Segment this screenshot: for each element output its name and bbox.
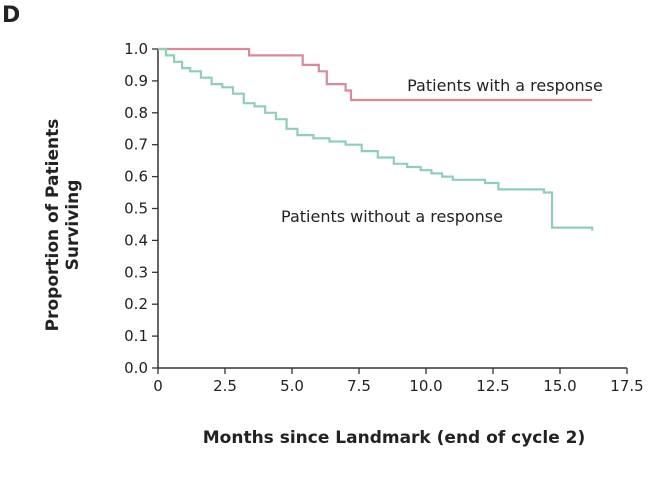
y-tick-label: 0.1 [124,327,148,345]
y-tick-label: 0.6 [124,168,148,186]
y-tick-label: 0.0 [124,359,148,377]
series-line [158,47,593,102]
panel-label: D [2,3,20,28]
x-ticks: 0 2.5 5.0 7.5 10.0 12.5 15.0 17.5 [153,368,644,395]
y-ticks: 0.0 0.1 0.2 0.3 0.4 0.5 0.6 0.7 0.8 0.9 1.0 [124,40,158,377]
x-axis-label: Months since Landmark (end of cycle 2) [203,428,586,448]
series-label: Patients without a response [281,207,503,226]
y-axis-label-line-1: Proportion of Patients [43,119,63,332]
x-tick-label: 7.5 [347,377,371,395]
y-tick-label: 0.2 [124,295,148,313]
x-tick-label: 5.0 [280,377,304,395]
y-tick-label: 0.5 [124,200,148,218]
series-annotations: Patients with a response Patients without… [281,76,603,226]
y-axis-label: Proportion of Patients Surviving [43,119,83,332]
y-tick-label: 1.0 [124,40,148,58]
series-line [158,47,594,231]
x-tick-label: 10.0 [409,377,442,395]
x-tick-label: 17.5 [610,377,643,395]
series-lines [158,47,594,231]
y-tick-label: 0.7 [124,136,148,154]
y-tick-label: 0.4 [124,231,148,249]
x-tick-label: 15.0 [543,377,576,395]
x-tick-label: 0 [153,377,163,395]
y-tick-label: 0.9 [124,72,148,90]
y-tick-label: 0.8 [124,104,148,122]
y-axis-label-line-2: Surviving [63,180,83,271]
x-tick-label: 12.5 [476,377,509,395]
x-tick-label: 2.5 [213,377,237,395]
y-tick-label: 0.3 [124,263,148,281]
series-label: Patients with a response [407,76,603,95]
